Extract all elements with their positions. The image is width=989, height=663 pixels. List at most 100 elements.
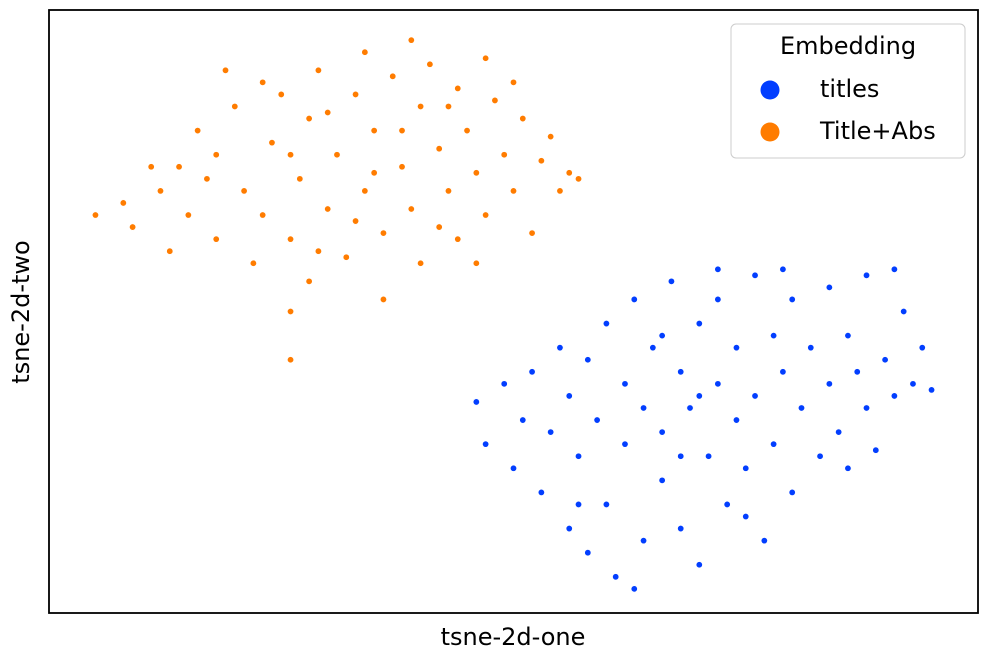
point xyxy=(890,392,898,400)
legend-label: Title+Abs xyxy=(819,117,936,145)
point xyxy=(305,115,313,123)
point xyxy=(519,416,527,424)
point xyxy=(751,392,759,400)
point xyxy=(379,229,387,237)
point xyxy=(770,440,778,448)
point xyxy=(872,446,880,454)
point xyxy=(556,344,564,352)
x-axis-label: tsne-2d-one xyxy=(441,623,586,651)
point xyxy=(184,211,192,219)
point xyxy=(472,169,480,177)
point xyxy=(584,549,592,557)
point xyxy=(556,187,564,195)
point xyxy=(658,476,666,484)
point xyxy=(575,175,583,183)
point xyxy=(314,247,322,255)
point xyxy=(398,127,406,135)
point xyxy=(509,78,517,86)
point xyxy=(454,84,462,92)
legend-marker xyxy=(760,80,780,100)
point xyxy=(259,211,267,219)
point xyxy=(640,404,648,412)
point xyxy=(863,271,871,279)
point xyxy=(714,295,722,303)
point xyxy=(222,66,230,74)
point xyxy=(621,380,629,388)
point xyxy=(779,368,787,376)
point xyxy=(379,295,387,303)
point xyxy=(212,235,220,243)
point xyxy=(119,199,127,207)
point xyxy=(472,259,480,267)
point xyxy=(788,295,796,303)
point xyxy=(417,102,425,110)
point xyxy=(732,416,740,424)
point xyxy=(677,368,685,376)
legend-label: titles xyxy=(820,75,879,103)
point xyxy=(695,561,703,569)
point xyxy=(203,175,211,183)
point xyxy=(444,187,452,195)
point xyxy=(287,151,295,159)
point xyxy=(547,133,555,141)
point xyxy=(370,127,378,135)
point xyxy=(742,513,750,521)
point xyxy=(630,295,638,303)
point xyxy=(565,392,573,400)
point xyxy=(714,380,722,388)
legend-marker xyxy=(760,122,780,142)
point xyxy=(231,102,239,110)
point xyxy=(565,525,573,533)
point xyxy=(909,380,917,388)
point xyxy=(287,307,295,315)
point xyxy=(788,488,796,496)
point xyxy=(417,259,425,267)
point xyxy=(463,127,471,135)
point xyxy=(742,464,750,472)
point xyxy=(407,205,415,213)
point xyxy=(305,277,313,285)
point xyxy=(575,500,583,508)
point xyxy=(658,332,666,340)
point xyxy=(537,157,545,165)
point xyxy=(677,452,685,460)
point xyxy=(370,169,378,177)
point xyxy=(714,265,722,273)
point xyxy=(500,151,508,159)
point xyxy=(482,54,490,62)
point xyxy=(129,223,137,231)
point xyxy=(482,211,490,219)
point xyxy=(807,344,815,352)
point xyxy=(695,320,703,328)
point xyxy=(863,404,871,412)
point xyxy=(797,404,805,412)
point xyxy=(537,488,545,496)
point xyxy=(361,48,369,56)
point xyxy=(677,525,685,533)
point xyxy=(751,271,759,279)
point xyxy=(333,151,341,159)
point xyxy=(91,211,99,219)
point xyxy=(147,163,155,171)
point xyxy=(175,163,183,171)
point xyxy=(528,229,536,237)
point xyxy=(509,464,517,472)
point xyxy=(640,537,648,545)
point xyxy=(324,205,332,213)
point xyxy=(593,416,601,424)
point xyxy=(612,573,620,581)
point xyxy=(444,102,452,110)
legend-box xyxy=(730,23,966,159)
point xyxy=(918,344,926,352)
legend-title: Embedding xyxy=(780,32,916,60)
point xyxy=(500,380,508,388)
point xyxy=(482,440,490,448)
point xyxy=(816,452,824,460)
point xyxy=(825,283,833,291)
point xyxy=(352,217,360,225)
point xyxy=(166,247,174,255)
y-axis-label: tsne-2d-two xyxy=(7,240,35,383)
point xyxy=(575,452,583,460)
point xyxy=(435,145,443,153)
point xyxy=(528,368,536,376)
